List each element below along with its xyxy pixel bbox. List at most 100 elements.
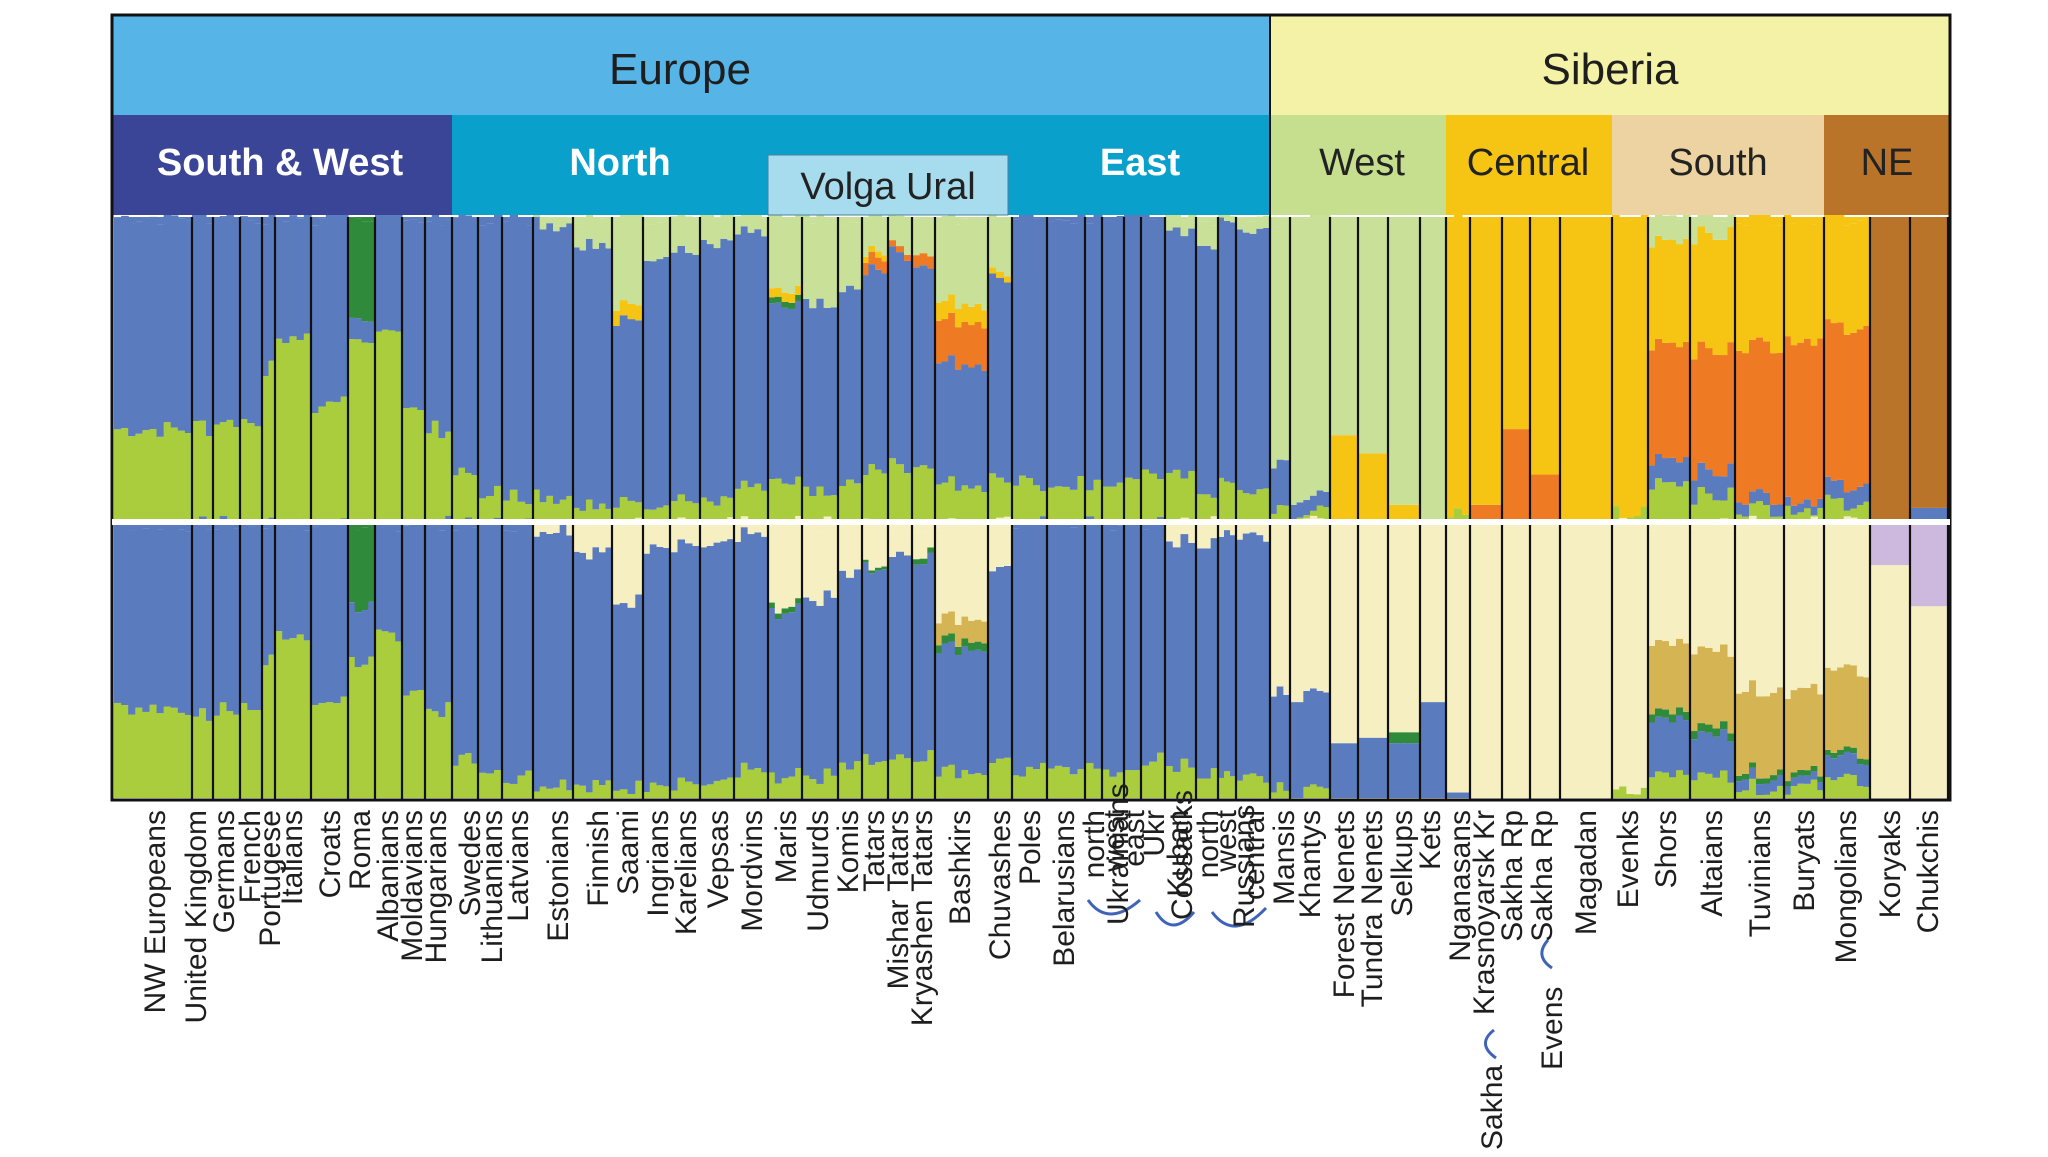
bar-segment <box>700 497 707 520</box>
bar-segment <box>1648 531 1656 646</box>
bar-segment <box>199 208 207 420</box>
bar-segment <box>707 214 714 244</box>
bar-segment <box>1509 524 1517 798</box>
bar-segment <box>1648 524 1656 531</box>
bar-segment <box>1797 343 1804 504</box>
bar-segment <box>1303 500 1310 515</box>
bar-segment <box>1850 217 1857 224</box>
bar-segment <box>348 318 355 339</box>
bar-segment <box>1791 506 1798 515</box>
bar-segment <box>968 222 975 307</box>
bar-segment <box>748 534 755 770</box>
bar-segment <box>1877 217 1884 520</box>
bar-segment <box>869 765 876 798</box>
bar-segment <box>1070 223 1078 490</box>
bar-segment <box>1720 355 1728 476</box>
bar-segment <box>355 667 362 798</box>
bar-segment <box>1742 226 1750 353</box>
bar-segment <box>670 253 678 501</box>
bar-segment <box>1590 524 1598 798</box>
bar-segment <box>1203 222 1211 246</box>
bar-segment <box>670 501 678 520</box>
bar-segment <box>1705 469 1713 493</box>
bar-segment <box>838 571 847 763</box>
population-label: Magadan <box>1570 810 1603 935</box>
bar-segment <box>1062 521 1070 768</box>
bar-segment <box>362 221 369 321</box>
bar-segment <box>912 762 920 798</box>
bar-segment <box>1655 212 1663 236</box>
bar-segment <box>1655 771 1663 798</box>
bar-segment <box>1337 435 1345 520</box>
bar-segment <box>1713 217 1721 222</box>
bar-segment <box>1804 499 1811 508</box>
bar-segment <box>1256 217 1263 229</box>
bar-segment <box>227 711 234 798</box>
bar-segment <box>1797 217 1804 221</box>
bar-segment <box>1831 499 1838 520</box>
bar-segment <box>1918 524 1926 606</box>
subregion-volga-ural-label: Volga Ural <box>800 166 975 208</box>
bar-segment <box>754 229 761 484</box>
bar-segment <box>875 252 882 258</box>
bar-segment <box>816 784 824 798</box>
bar-segment <box>942 635 949 643</box>
bar-segment <box>478 226 487 499</box>
bar-segment <box>1626 221 1634 518</box>
bar-segment <box>1669 777 1677 798</box>
bar-segment <box>1297 502 1304 517</box>
bar-segment <box>1837 520 1844 668</box>
bar-segment <box>1720 217 1728 222</box>
population-label: Mordvins <box>736 810 769 932</box>
bar-segment <box>1019 476 1027 520</box>
bar-segment <box>1662 458 1670 482</box>
bar-segment <box>1373 453 1381 520</box>
bar-segment <box>402 217 410 220</box>
bar-segment <box>540 526 547 531</box>
bar-segment <box>178 431 186 520</box>
bar-segment <box>685 216 693 252</box>
bar-segment <box>1141 215 1150 470</box>
bar-segment <box>1837 480 1844 498</box>
bar-segment <box>546 496 553 520</box>
bar-segment <box>560 221 567 227</box>
bar-segment <box>734 531 741 542</box>
bar-segment <box>318 406 326 520</box>
bar-segment <box>282 217 290 222</box>
bar-segment <box>1070 490 1078 520</box>
bar-segment <box>1831 753 1838 758</box>
bar-segment <box>439 524 446 531</box>
bar-segment <box>1277 522 1284 686</box>
bar-segment <box>1256 524 1263 535</box>
bar-segment <box>192 209 200 421</box>
bars-layer <box>114 208 1949 798</box>
bar-segment <box>297 340 305 520</box>
bar-segment <box>1648 247 1656 350</box>
bar-segment <box>1401 505 1408 520</box>
bar-segment <box>1690 505 1698 520</box>
group-annotation-label: Ukrainians <box>1102 783 1135 925</box>
population-label: Maris <box>770 810 803 883</box>
bar-segment <box>1698 772 1706 798</box>
bar-segment <box>1698 226 1706 341</box>
bar-segment <box>700 547 707 785</box>
bar-segment <box>1797 770 1804 775</box>
bar-segment <box>912 255 920 267</box>
bar-segment <box>768 772 775 798</box>
bar-segment <box>920 761 928 798</box>
bar-segment <box>1394 524 1401 732</box>
bar-segment <box>968 643 975 651</box>
bar-segment <box>714 248 721 506</box>
bar-segment <box>1634 219 1642 516</box>
bar-segment <box>875 570 882 762</box>
bar-segment <box>869 464 876 520</box>
group-annotation-label: Russians <box>1228 805 1261 928</box>
bar-segment <box>1877 565 1884 798</box>
bar-segment <box>355 318 362 339</box>
bar-segment <box>734 778 741 798</box>
bar-segment <box>389 209 396 330</box>
bar-segment <box>1277 686 1284 782</box>
bar-segment <box>1394 743 1401 798</box>
bar-segment <box>1085 217 1094 224</box>
